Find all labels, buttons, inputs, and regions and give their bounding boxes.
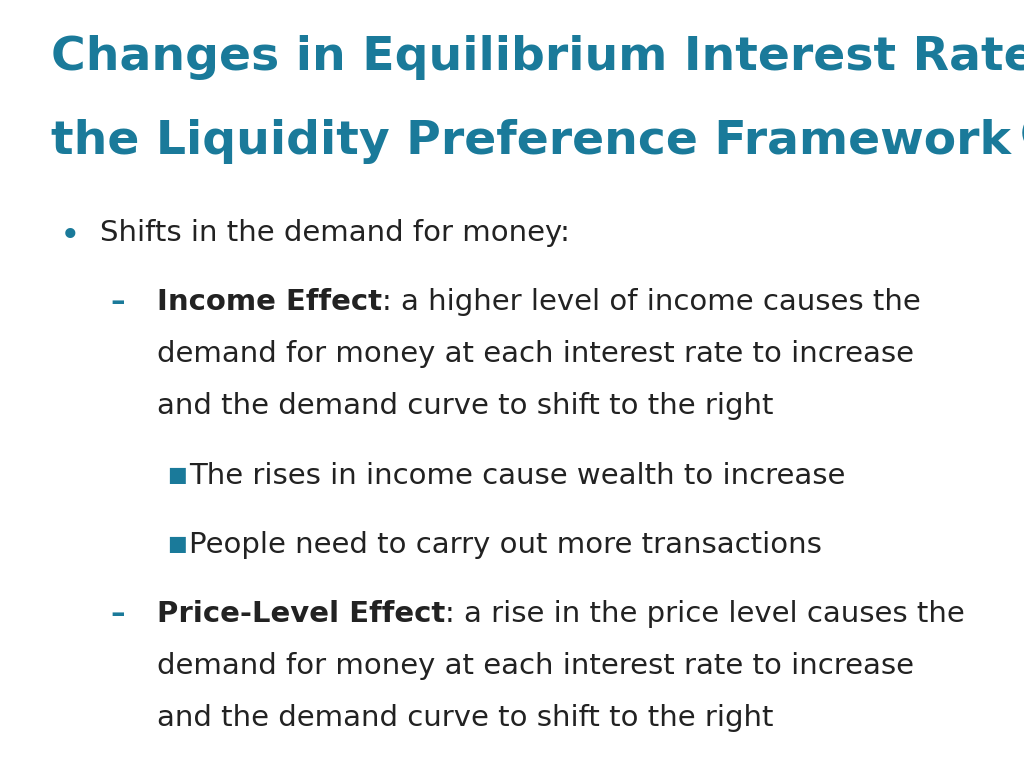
Text: Income Effect: Income Effect <box>157 288 382 316</box>
Text: and the demand curve to shift to the right: and the demand curve to shift to the rig… <box>157 392 773 420</box>
Text: People need to carry out more transactions: People need to carry out more transactio… <box>189 531 822 558</box>
Text: demand for money at each interest rate to increase: demand for money at each interest rate t… <box>157 340 913 368</box>
Text: Shifts in the demand for money:: Shifts in the demand for money: <box>100 219 570 247</box>
Text: (1 of 3): (1 of 3) <box>1012 119 1024 147</box>
Text: ■: ■ <box>167 465 186 485</box>
Text: –: – <box>111 600 125 627</box>
Text: : a rise in the price level causes the: : a rise in the price level causes the <box>444 600 965 627</box>
Text: –: – <box>111 288 125 316</box>
Text: and the demand curve to shift to the right: and the demand curve to shift to the rig… <box>157 704 773 732</box>
Text: ■: ■ <box>167 534 186 554</box>
Text: Changes in Equilibrium Interest Rates in: Changes in Equilibrium Interest Rates in <box>51 35 1024 80</box>
Text: The rises in income cause wealth to increase: The rises in income cause wealth to incr… <box>189 462 846 489</box>
Text: Price-Level Effect: Price-Level Effect <box>157 600 444 627</box>
Text: demand for money at each interest rate to increase: demand for money at each interest rate t… <box>157 652 913 680</box>
Text: the Liquidity Preference Framework: the Liquidity Preference Framework <box>51 119 1012 164</box>
Text: •: • <box>59 219 80 253</box>
Text: : a higher level of income causes the: : a higher level of income causes the <box>382 288 921 316</box>
